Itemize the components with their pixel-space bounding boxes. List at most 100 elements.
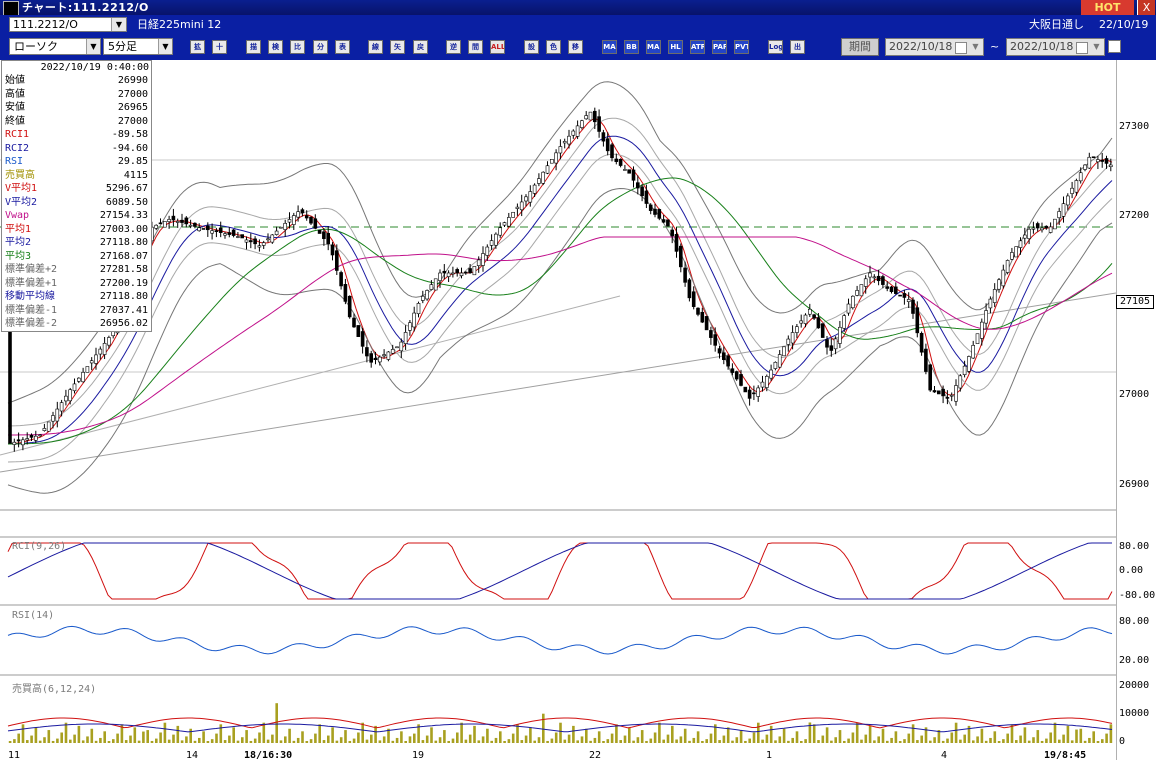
candle-body [291, 215, 296, 225]
info-label: 平均2 [5, 237, 32, 248]
chart-type-select[interactable]: ローソク ▼ [9, 38, 101, 55]
candle-body [98, 348, 103, 355]
toolbar-button[interactable]: ATR [690, 40, 705, 54]
volume-bar [838, 730, 842, 743]
candle-body [816, 317, 821, 329]
info-value: 26965 [117, 102, 148, 113]
volume-bar [494, 737, 498, 743]
toolbar-button[interactable]: 矢印 [390, 40, 405, 54]
volume-bar [219, 724, 223, 743]
toolbar-button[interactable]: 逆 [446, 40, 461, 54]
interval-select[interactable]: 5分足 ▼ [103, 38, 173, 55]
volume-bar [348, 740, 352, 743]
toolbar-button[interactable]: PARA [712, 40, 727, 54]
volume-bar [301, 731, 304, 743]
candle-body [627, 169, 632, 174]
volume-bar [56, 738, 59, 743]
volume-bar [615, 724, 618, 743]
toolbar-button[interactable]: BB [624, 40, 639, 54]
toolbar-button[interactable]: 移動 [568, 40, 583, 54]
toolbar-button[interactable]: 設定 [524, 40, 539, 54]
volume-bar [610, 733, 614, 743]
candle-body [618, 158, 623, 166]
candle-body [446, 272, 451, 277]
period-button[interactable]: 期間 [841, 38, 879, 56]
volume-bar [1040, 740, 1044, 743]
toolbar-button[interactable]: 比較 [290, 40, 305, 54]
volume-bar [43, 737, 46, 743]
chevron-down-icon[interactable]: ▼ [1093, 42, 1100, 51]
volume-bar [8, 741, 12, 743]
candle-body [528, 191, 533, 203]
calendar-icon[interactable] [955, 42, 967, 54]
volume-bar [378, 740, 382, 743]
volume-bar [1058, 739, 1061, 743]
toolbar-button[interactable]: 線 [368, 40, 383, 54]
toolbar-button[interactable]: ALL [490, 40, 505, 54]
volume-bar [640, 730, 644, 743]
candle-body [352, 317, 356, 328]
toolbar-button[interactable]: 描画 [246, 40, 261, 54]
checkbox[interactable] [1108, 40, 1121, 53]
candle-body [597, 116, 601, 132]
volume-bar [757, 722, 760, 743]
toolbar-button[interactable]: Log [768, 40, 783, 54]
volume-bar [38, 740, 42, 743]
candle-body [691, 291, 696, 307]
candle-body [876, 275, 881, 282]
volume-bar [1066, 725, 1070, 743]
symbol-select[interactable]: 111.2212/O ▼ [9, 17, 127, 32]
toolbar-button[interactable]: 色 [546, 40, 561, 54]
candle-body [459, 272, 464, 277]
toolbar-button[interactable]: 間 [468, 40, 483, 54]
candle-body [498, 227, 503, 236]
toolbar-button[interactable]: HL [668, 40, 683, 54]
volume-axis-label: 0 [1119, 736, 1126, 747]
toolbar-button[interactable]: 十字 [212, 40, 227, 54]
info-label: 移動平均線 [5, 291, 55, 302]
from-date-field[interactable]: 2022/10/18 ▼ [885, 38, 984, 56]
candle-body [1018, 240, 1023, 248]
volume-bar [365, 739, 369, 743]
toolbar-button[interactable]: 検索 [268, 40, 283, 54]
toolbar-button[interactable]: PVT [734, 40, 749, 54]
chevron-down-icon[interactable]: ▼ [972, 42, 979, 51]
volume-bar [468, 734, 472, 743]
chevron-down-icon[interactable]: ▼ [86, 39, 100, 54]
candle-body [1035, 223, 1040, 229]
toolbar-button[interactable]: 拡大 [190, 40, 205, 54]
volume-bar [1079, 728, 1083, 743]
chevron-down-icon[interactable]: ▼ [111, 18, 126, 31]
calendar-icon[interactable] [1076, 42, 1088, 54]
volume-bar [198, 737, 201, 743]
candle-body [197, 227, 201, 232]
volume-bar [550, 738, 554, 743]
volume-bar [576, 740, 579, 743]
volume-bar [619, 740, 622, 743]
info-label: V平均2 [5, 196, 38, 208]
volume-bar [580, 736, 584, 743]
close-button[interactable]: X [1137, 0, 1155, 15]
volume-bar [180, 740, 184, 743]
chart-canvas[interactable] [0, 60, 1116, 760]
hot-button[interactable]: HOT [1081, 0, 1134, 15]
toolbar-button[interactable]: 分割 [313, 40, 328, 54]
volume-bar [1092, 731, 1095, 743]
volume-bar [486, 728, 489, 743]
toolbar-button[interactable]: 戻 [413, 40, 428, 54]
to-date-field[interactable]: 2022/10/18 ▼ [1006, 38, 1105, 56]
info-datetime: 2022/10/19 0:40:00 [40, 62, 149, 73]
toolbar-button[interactable]: 出力 [790, 40, 805, 54]
chart-area[interactable]: 27300 27200 27000 26900 27105 80.00 0.00… [0, 60, 1156, 761]
candle-body [227, 232, 232, 235]
volume-bar [370, 734, 373, 743]
volume-bar [537, 737, 541, 743]
chevron-down-icon[interactable]: ▼ [158, 39, 172, 54]
volume-bar [520, 740, 524, 743]
candle-body [786, 338, 791, 345]
candle-body [644, 190, 649, 204]
volume-bar [933, 737, 936, 743]
toolbar-button[interactable]: MAE [646, 40, 661, 54]
toolbar-button[interactable]: 表示 [335, 40, 350, 54]
toolbar-button[interactable]: MA [602, 40, 617, 54]
